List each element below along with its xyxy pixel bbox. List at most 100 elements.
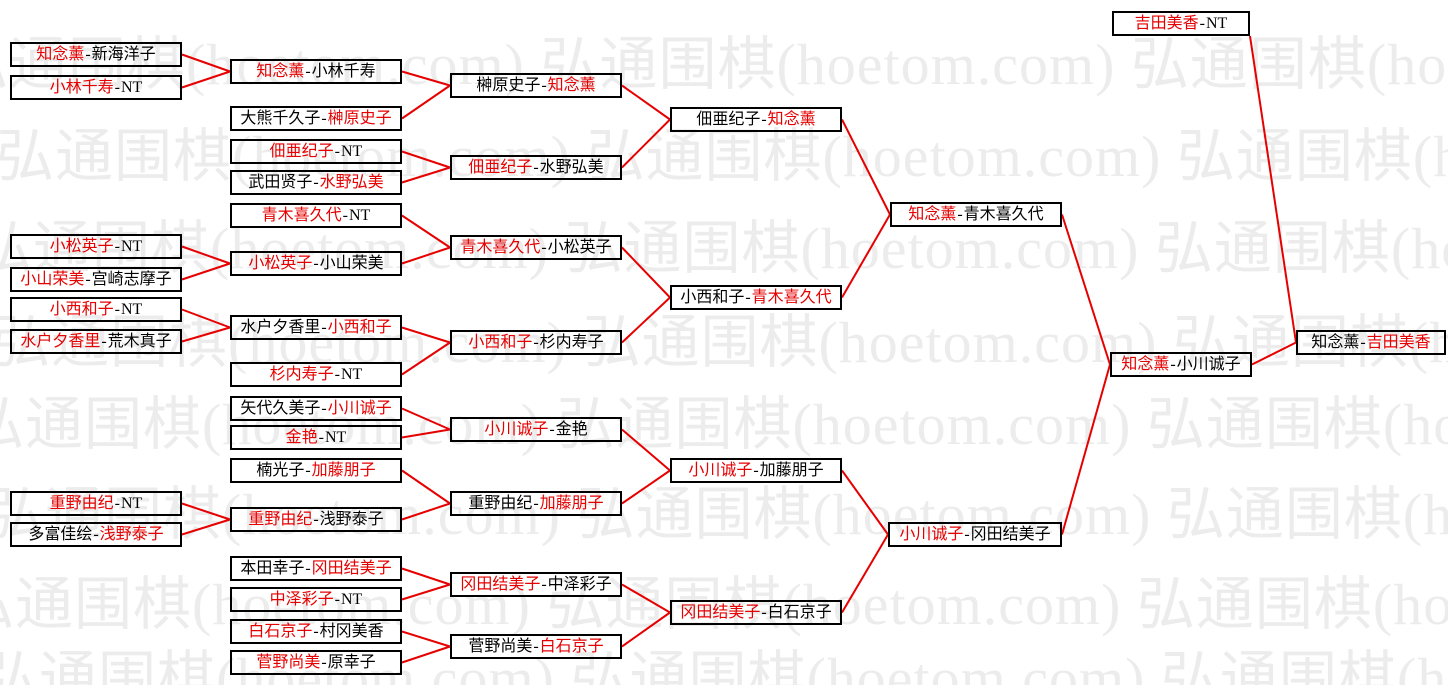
- winner-name: 小西和子: [468, 334, 533, 351]
- connector-line: [841, 119, 891, 215]
- winner-name: 中泽彩子: [269, 591, 334, 608]
- connector-line: [621, 469, 671, 505]
- name-separator: -: [321, 654, 327, 671]
- winner-name: 青木喜久代: [261, 207, 342, 224]
- winner-name: 小川诚子: [899, 526, 964, 543]
- connector-line: [401, 407, 451, 431]
- winner-name: 金艳: [285, 429, 318, 446]
- player-name: NT: [121, 79, 143, 96]
- player-name: 本田幸子: [240, 560, 305, 577]
- player-name: 楠光子: [256, 462, 305, 479]
- match-box: 小西和子-青木喜久代: [670, 285, 842, 310]
- match-box: 重野由纪-加藤朋子: [450, 491, 622, 516]
- match-box: 知念薰-吉田美香: [1296, 330, 1446, 355]
- winner-name: 白石京子: [248, 623, 313, 640]
- watermark-row: 弘通围棋(hoetom.com) 弘通围棋(hoetom.com) 弘通围棋(h…: [0, 310, 1448, 375]
- name-separator: -: [93, 526, 99, 543]
- player-name: 小川诚子: [1176, 356, 1241, 373]
- player-name: 水野弘美: [539, 159, 604, 176]
- player-name: NT: [1206, 15, 1228, 32]
- name-separator: -: [114, 495, 120, 512]
- connector-line: [181, 518, 231, 536]
- match-box: 佃亜纪子-NT: [230, 139, 402, 164]
- name-separator: -: [305, 462, 311, 479]
- player-name: NT: [349, 207, 371, 224]
- winner-name: 小松英子: [49, 238, 114, 255]
- match-box: 白石京子-村冈美香: [230, 619, 402, 644]
- watermark-row: 弘通围棋(hoetom.com) 弘通围棋(hoetom.com) 弘通围棋(h…: [0, 216, 1448, 281]
- connector-line: [1249, 35, 1297, 343]
- player-name: 重野由纪: [468, 495, 533, 512]
- match-box: 金艳-NT: [230, 425, 402, 450]
- winner-name: 冈田结美子: [311, 560, 392, 577]
- winner-name: 水野弘美: [319, 174, 384, 191]
- name-separator: -: [541, 77, 547, 94]
- connector-line: [181, 53, 231, 73]
- player-name: 多富佳绘: [28, 526, 93, 543]
- winner-name: 知念薰: [547, 77, 596, 94]
- name-separator: -: [114, 238, 120, 255]
- winner-name: 杉内寿子: [269, 366, 334, 383]
- name-separator: -: [533, 159, 539, 176]
- winner-name: 榊原史子: [327, 110, 392, 127]
- player-name: NT: [121, 495, 143, 512]
- match-box: 本田幸子-冈田结美子: [230, 556, 402, 581]
- player-name: 金艳: [555, 421, 588, 438]
- match-box: 武田贤子-水野弘美: [230, 170, 402, 195]
- player-name: 知念薰: [1311, 334, 1360, 351]
- connector-line: [401, 502, 451, 521]
- name-separator: -: [321, 400, 327, 417]
- player-name: 矢代久美子: [240, 400, 321, 417]
- name-separator: -: [1360, 334, 1366, 351]
- name-separator: -: [334, 143, 340, 160]
- connector-line: [621, 84, 671, 121]
- name-separator: -: [533, 638, 539, 655]
- player-name: 菅野尚美: [468, 638, 533, 655]
- winner-name: 青木喜久代: [751, 289, 832, 306]
- match-box: 小川诚子-金艳: [450, 417, 622, 442]
- match-box: 大熊千久子-榊原史子: [230, 106, 402, 131]
- connector-line: [401, 214, 451, 249]
- name-separator: -: [533, 495, 539, 512]
- winner-name: 重野由纪: [49, 495, 114, 512]
- connector-line: [401, 166, 451, 184]
- name-separator: -: [313, 623, 319, 640]
- winner-name: 知念薰: [256, 63, 305, 80]
- connector-line: [181, 326, 231, 343]
- winner-name: 小松英子: [248, 255, 313, 272]
- match-box: 青木喜久代-NT: [230, 203, 402, 228]
- connector-line: [621, 296, 671, 344]
- connector-line: [621, 583, 671, 614]
- connector-line: [621, 246, 671, 299]
- name-separator: -: [305, 63, 311, 80]
- winner-name: 水户夕香里: [20, 333, 101, 350]
- match-box: 佃亜纪子-水野弘美: [450, 155, 622, 180]
- name-separator: -: [342, 207, 348, 224]
- name-separator: -: [761, 111, 767, 128]
- connector-line: [1061, 214, 1111, 365]
- match-box: 多富佳绘-浅野泰子: [10, 522, 182, 547]
- connector-line: [841, 533, 889, 614]
- player-name: 冈田结美子: [970, 526, 1051, 543]
- watermark-row: 弘通围棋(hoetom.com) 弘通围棋(hoetom.com) 弘通围棋(h…: [0, 124, 1448, 189]
- match-box: 小山荣美-宫崎志摩子: [10, 267, 182, 292]
- winner-name: 小川诚子: [327, 400, 392, 417]
- player-name: 小松英子: [547, 239, 612, 256]
- player-name: NT: [341, 591, 363, 608]
- player-name: 小西和子: [680, 289, 745, 306]
- connector-line: [1251, 341, 1297, 366]
- winner-name: 重野由纪: [248, 511, 313, 528]
- player-name: 村冈美香: [319, 623, 384, 640]
- match-box: 小川诚子-加藤朋子: [670, 458, 842, 483]
- name-separator: -: [745, 289, 751, 306]
- winner-name: 知念薰: [36, 46, 85, 63]
- name-separator: -: [334, 366, 340, 383]
- match-box: 小松英子-小山荣美: [230, 251, 402, 276]
- winner-name: 吉田美香: [1366, 334, 1431, 351]
- name-separator: -: [957, 206, 963, 223]
- player-name: 榊原史子: [476, 77, 541, 94]
- match-box: 知念薰-新海洋子: [10, 42, 182, 67]
- winner-name: 佃亜纪子: [269, 143, 334, 160]
- name-separator: -: [541, 239, 547, 256]
